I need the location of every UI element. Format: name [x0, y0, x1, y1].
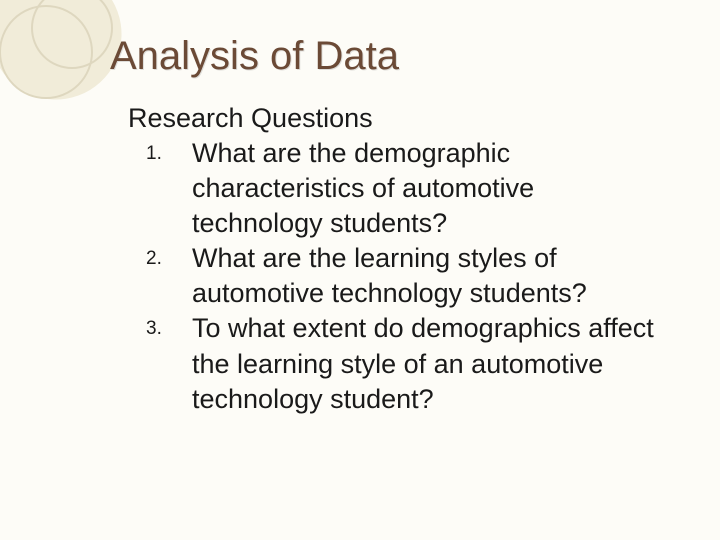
- slide-title: Analysis of Data: [110, 34, 670, 79]
- list-item: To what extent do demographics affect th…: [128, 311, 670, 416]
- list-item: What are the demographic characteristics…: [128, 136, 670, 241]
- list-item: What are the learning styles of automoti…: [128, 241, 670, 311]
- slide-content: Analysis of Data Research Questions What…: [0, 0, 720, 540]
- slide-subtitle: Research Questions: [128, 103, 670, 134]
- question-list: What are the demographic characteristics…: [128, 136, 670, 417]
